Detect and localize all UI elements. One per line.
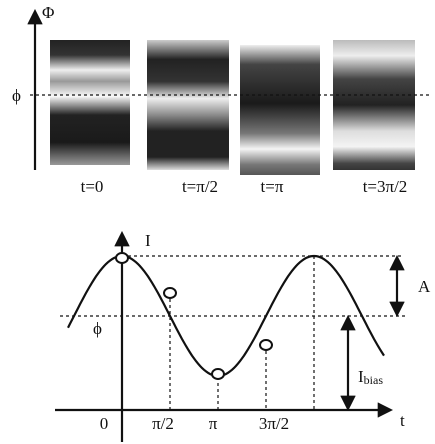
bias-sub: bias <box>364 373 384 387</box>
sample-point <box>211 368 225 380</box>
fringe-image <box>240 45 320 175</box>
x-tick-label: 0 <box>100 414 109 433</box>
phase-label: ϕ <box>12 86 21 105</box>
bias-main: I <box>358 367 364 386</box>
frame-label: t=3π/2 <box>363 177 408 196</box>
frame-label: t=0 <box>81 177 104 196</box>
frame-label: t=π <box>261 177 284 196</box>
sample-point <box>163 287 177 299</box>
x-tick-label: 3π/2 <box>259 414 289 433</box>
axis-label: I <box>145 231 151 250</box>
axis-label: Φ <box>42 3 54 22</box>
x-tick-label: π <box>209 414 218 433</box>
sample-point <box>259 339 273 351</box>
amplitude-label: A <box>418 277 431 296</box>
bias-label: Ibias <box>358 367 383 387</box>
phase-label: ϕ <box>93 319 102 338</box>
frame-label: t=π/2 <box>182 177 218 196</box>
sample-point <box>115 252 129 264</box>
fringe-image <box>50 40 130 165</box>
fringe-image <box>333 40 415 170</box>
fringe-image <box>147 40 229 170</box>
x-tick-label: π/2 <box>152 414 174 433</box>
axis-label: t <box>400 411 405 430</box>
